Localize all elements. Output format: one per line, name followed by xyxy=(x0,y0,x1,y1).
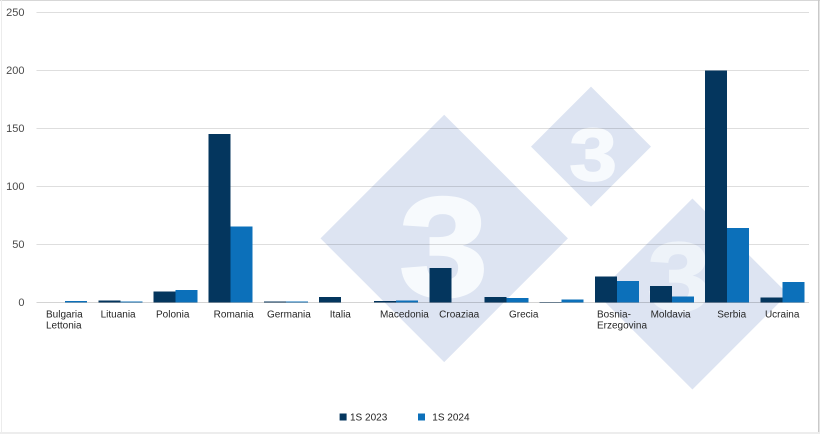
svg-text:Bulgaria: Bulgaria xyxy=(46,310,83,321)
svg-text:200: 200 xyxy=(6,65,24,77)
svg-text:Lettonia: Lettonia xyxy=(46,321,82,332)
svg-text:Grecia: Grecia xyxy=(509,310,539,321)
svg-text:3: 3 xyxy=(648,223,710,332)
svg-text:Italia: Italia xyxy=(330,310,352,321)
svg-text:3: 3 xyxy=(570,113,617,196)
svg-text:250: 250 xyxy=(6,7,24,19)
svg-text:0: 0 xyxy=(18,297,24,309)
svg-text:Polonia: Polonia xyxy=(156,310,190,321)
svg-text:1S 2023: 1S 2023 xyxy=(350,412,388,423)
svg-text:Erzegovina: Erzegovina xyxy=(597,321,647,332)
svg-text:Bosnia-: Bosnia- xyxy=(597,310,631,321)
svg-text:1S 2024: 1S 2024 xyxy=(432,412,470,423)
svg-text:Lituania: Lituania xyxy=(101,310,136,321)
svg-text:Macedonia: Macedonia xyxy=(380,310,429,321)
svg-text:Germania: Germania xyxy=(267,310,311,321)
svg-text:Ucraina: Ucraina xyxy=(765,310,800,321)
svg-text:Croaziaa: Croaziaa xyxy=(439,310,479,321)
svg-text:50: 50 xyxy=(12,239,24,251)
svg-text:150: 150 xyxy=(6,123,24,135)
svg-text:Moldavia: Moldavia xyxy=(651,310,691,321)
svg-text:100: 100 xyxy=(6,181,24,193)
svg-text:Serbia: Serbia xyxy=(717,310,746,321)
svg-text:Romania: Romania xyxy=(214,310,254,321)
